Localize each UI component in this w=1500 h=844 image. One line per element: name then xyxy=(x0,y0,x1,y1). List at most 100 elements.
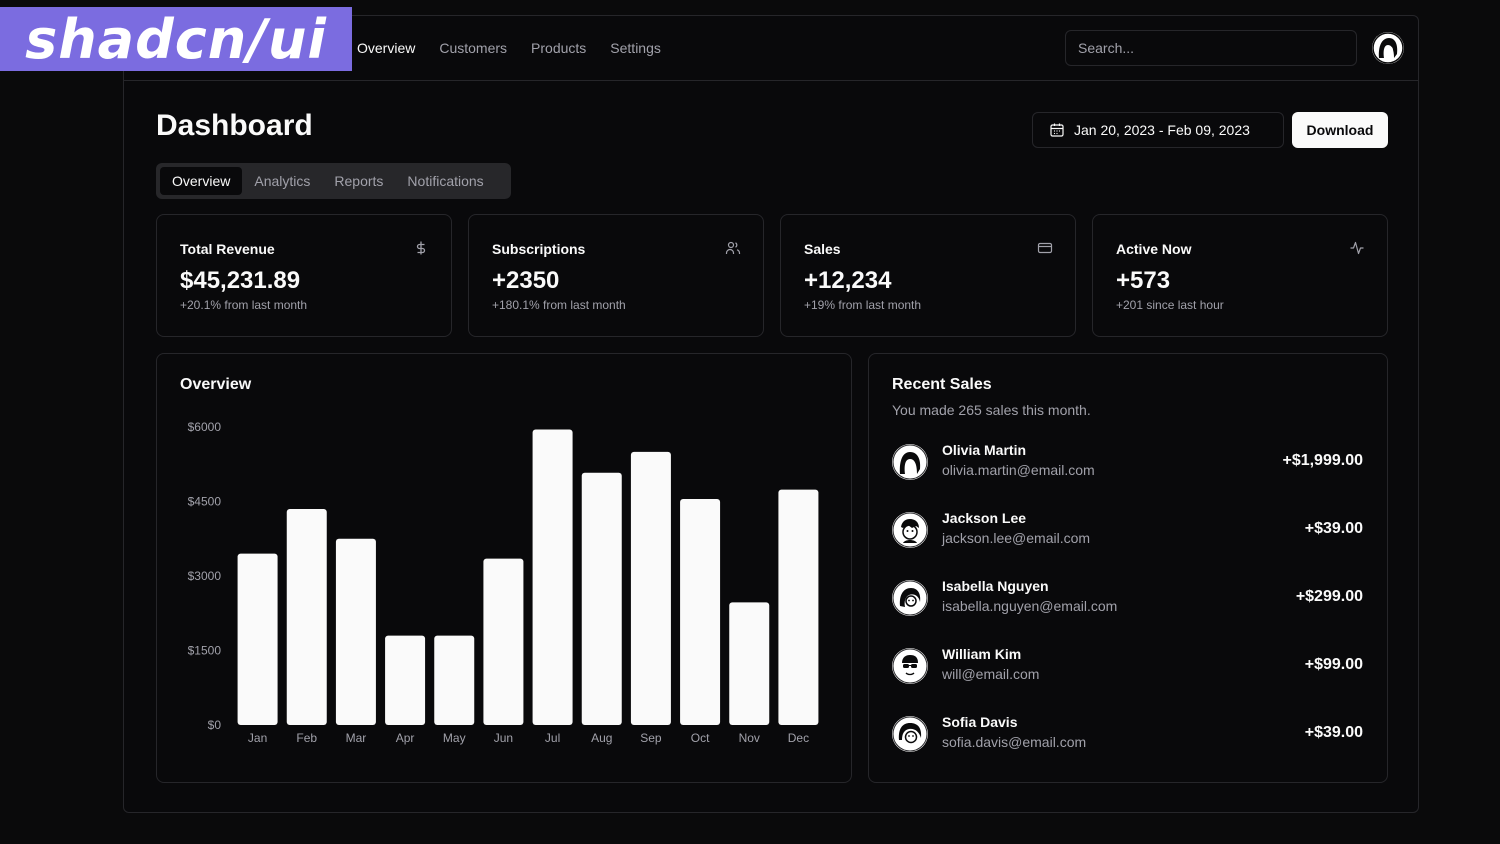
sale-amount: +$99.00 xyxy=(1304,656,1363,673)
x-tick-label: Feb xyxy=(296,731,317,745)
dashboard-tabs: Overview Analytics Reports Notifications xyxy=(156,163,511,199)
stat-delta: +201 since last hour xyxy=(1116,298,1224,312)
stat-label: Subscriptions xyxy=(492,241,586,257)
sale-row: Isabella Nguyen isabella.nguyen@email.co… xyxy=(892,578,1363,618)
overview-title: Overview xyxy=(180,376,252,393)
recent-sales-card: Recent Sales You made 265 sales this mon… xyxy=(868,353,1388,783)
x-tick-label: Jul xyxy=(545,731,560,745)
tab-overview[interactable]: Overview xyxy=(160,167,243,195)
user-avatar[interactable] xyxy=(1372,32,1404,64)
nav-item-products[interactable]: Products xyxy=(531,40,587,56)
customer-name: Sofia Davis xyxy=(942,714,1018,730)
search-input[interactable] xyxy=(1065,30,1357,66)
nav-item-overview[interactable]: Overview xyxy=(357,40,416,56)
bar-aug[interactable] xyxy=(581,472,622,725)
stat-value: +573 xyxy=(1116,267,1171,294)
y-tick-label: $4500 xyxy=(188,495,222,509)
recent-sales-title: Recent Sales xyxy=(892,376,992,393)
tab-analytics[interactable]: Analytics xyxy=(254,173,311,189)
y-tick-label: $0 xyxy=(208,718,222,732)
overview-bar-chart: $0 $1500 $3000 $4500 $6000 Jan Feb Mar Apr May Jun… xyxy=(188,420,819,745)
activity-icon xyxy=(1349,240,1365,256)
top-navigation-bar: Overview Customers Products Settings xyxy=(124,16,1418,81)
credit-card-icon xyxy=(1037,240,1053,256)
stat-delta: +19% from last month xyxy=(804,298,922,312)
x-tick-label: Apr xyxy=(396,731,415,745)
customer-name: Jackson Lee xyxy=(942,510,1027,526)
sale-amount: +$299.00 xyxy=(1295,588,1363,605)
stat-label: Sales xyxy=(804,241,841,257)
stat-card-active-now: Active Now +573 +201 since last hour xyxy=(1092,214,1388,337)
bar-mar[interactable] xyxy=(335,538,376,725)
x-tick-label: Nov xyxy=(739,731,760,745)
page-title: Dashboard xyxy=(156,109,313,142)
bar-feb[interactable] xyxy=(286,508,327,725)
bar-apr[interactable] xyxy=(385,635,426,725)
nav-item-customers[interactable]: Customers xyxy=(439,40,508,56)
x-tick-label: Jan xyxy=(248,731,267,745)
x-tick-label: Dec xyxy=(788,731,809,745)
customer-avatar xyxy=(892,716,928,752)
customer-email: will@email.com xyxy=(942,666,1040,682)
calendar-icon xyxy=(1050,123,1064,137)
y-tick-label: $3000 xyxy=(188,569,222,583)
x-tick-label: Sep xyxy=(640,731,662,745)
tab-notifications[interactable]: Notifications xyxy=(407,173,484,189)
overview-chart-card: Overview $0 $1500 $3000 $4500 $6000 Jan Feb Mar… xyxy=(156,353,852,783)
stat-delta: +180.1% from last month xyxy=(492,298,626,312)
stat-card-sales: Sales +12,234 +19% from last month xyxy=(780,214,1076,337)
sale-row: Jackson Lee jackson.lee@email.com +$39.0… xyxy=(892,510,1363,550)
customer-email: olivia.martin@email.com xyxy=(942,462,1095,478)
y-tick-label: $1500 xyxy=(188,644,222,658)
customer-avatar xyxy=(892,512,928,548)
x-tick-label: Mar xyxy=(346,731,367,745)
app-window: Overview Customers Products Settings Das… xyxy=(123,15,1419,813)
customer-email: jackson.lee@email.com xyxy=(942,530,1091,546)
customer-avatar xyxy=(892,444,928,480)
sale-row: Sofia Davis sofia.davis@email.com +$39.0… xyxy=(892,714,1363,754)
dollar-icon xyxy=(413,240,429,256)
stat-card-total-revenue: Total Revenue $45,231.89 +20.1% from las… xyxy=(156,214,452,337)
sale-amount: +$1,999.00 xyxy=(1282,452,1363,469)
x-tick-label: May xyxy=(443,731,466,745)
bar-oct[interactable] xyxy=(680,499,721,725)
sale-row: Olivia Martin olivia.martin@email.com +$… xyxy=(892,442,1363,482)
sale-amount: +$39.00 xyxy=(1304,520,1363,537)
user-avatar-icon xyxy=(1372,32,1404,64)
customer-avatar xyxy=(892,580,928,616)
stat-label: Active Now xyxy=(1116,241,1192,257)
users-icon xyxy=(725,240,741,256)
stat-value: +12,234 xyxy=(804,267,892,294)
customer-name: William Kim xyxy=(942,646,1022,662)
sale-amount: +$39.00 xyxy=(1304,724,1363,741)
stat-value: +2350 xyxy=(492,267,560,294)
bar-dec[interactable] xyxy=(778,489,819,725)
bar-may[interactable] xyxy=(434,635,475,725)
bar-nov[interactable] xyxy=(729,602,770,725)
customer-name: Olivia Martin xyxy=(942,442,1027,458)
bar-jun[interactable] xyxy=(483,558,524,725)
nav-item-settings[interactable]: Settings xyxy=(610,40,661,56)
customer-email: sofia.davis@email.com xyxy=(942,734,1087,750)
x-tick-label: Oct xyxy=(691,731,710,745)
stat-delta: +20.1% from last month xyxy=(180,298,308,312)
main-nav: Overview Customers Products Settings xyxy=(357,40,661,56)
y-tick-label: $6000 xyxy=(188,420,222,434)
date-range-label: Jan 20, 2023 - Feb 09, 2023 xyxy=(1074,122,1250,138)
x-tick-label: Jun xyxy=(494,731,513,745)
download-button[interactable]: Download xyxy=(1292,112,1388,148)
x-tick-label: Aug xyxy=(591,731,612,745)
sale-row: William Kim will@email.com +$99.00 xyxy=(892,646,1363,686)
bar-jul[interactable] xyxy=(532,429,573,725)
stat-label: Total Revenue xyxy=(180,241,275,257)
date-range-picker[interactable]: Jan 20, 2023 - Feb 09, 2023 xyxy=(1032,112,1284,148)
bar-sep[interactable] xyxy=(630,451,671,725)
bar-jan[interactable] xyxy=(237,553,278,725)
customer-avatar xyxy=(892,648,928,684)
recent-sales-subtitle: You made 265 sales this month. xyxy=(892,402,1091,418)
stat-card-subscriptions: Subscriptions +2350 +180.1% from last mo… xyxy=(468,214,764,337)
brand-logo: shadcn/ui xyxy=(0,7,352,71)
customer-name: Isabella Nguyen xyxy=(942,578,1049,594)
customer-email: isabella.nguyen@email.com xyxy=(942,598,1118,614)
tab-reports[interactable]: Reports xyxy=(334,173,384,189)
